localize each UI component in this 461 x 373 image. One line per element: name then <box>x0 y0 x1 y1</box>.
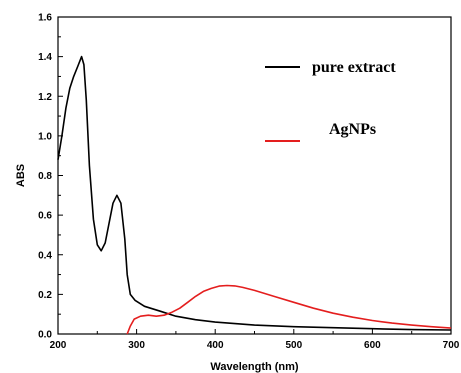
y-tick-label: 0.6 <box>38 211 52 222</box>
y-tick-label: 1.0 <box>38 131 52 142</box>
y-tick-label: 1.4 <box>38 52 52 63</box>
x-tick-label: 200 <box>50 340 67 351</box>
y-tick-label: 0.0 <box>38 330 52 341</box>
series-line-agnps <box>126 284 452 335</box>
y-axis-title: ABS <box>15 164 27 187</box>
series-layer <box>57 55 452 335</box>
legend-label: AgNPs <box>329 121 376 138</box>
legend: pure extract AgNPs <box>265 59 396 142</box>
x-tick-label: 500 <box>285 340 302 351</box>
y-tick-label: 0.8 <box>38 171 52 182</box>
x-tick-label: 300 <box>128 340 145 351</box>
y-axis-ticks: 0.0 0.2 0.4 0.6 0.8 1.0 1.2 1.4 1.6 <box>38 13 63 341</box>
legend-label: pure extract <box>312 59 396 76</box>
x-axis-ticks: 200 300 400 500 600 700 <box>50 329 460 351</box>
y-tick-label: 1.6 <box>38 13 52 24</box>
series-line-pure-extract <box>57 55 452 331</box>
y-tick-label: 1.2 <box>38 92 52 103</box>
y-tick-label: 0.2 <box>38 290 52 301</box>
x-tick-label: 400 <box>207 340 224 351</box>
x-axis-title: Wavelength (nm) <box>210 361 299 373</box>
x-tick-label: 600 <box>364 340 381 351</box>
x-tick-label: 700 <box>443 340 460 351</box>
y-tick-label: 0.4 <box>38 250 52 261</box>
